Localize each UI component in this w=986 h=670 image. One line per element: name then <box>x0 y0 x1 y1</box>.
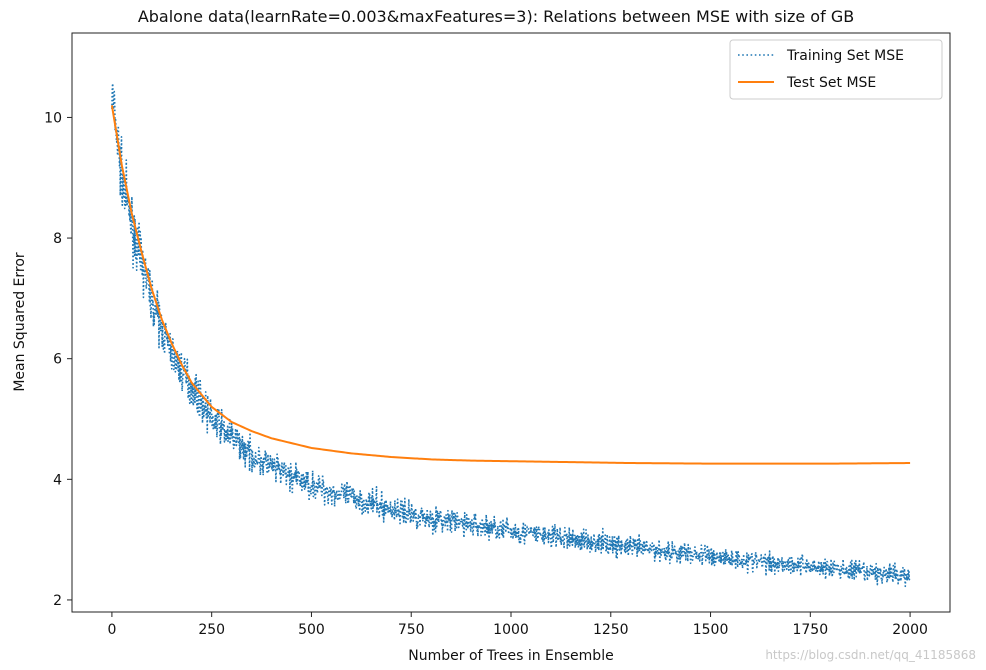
plot-frame <box>71 32 951 613</box>
x-axis-ticks: 0 250 500 750 1000 1250 1500 1750 2000 <box>107 612 928 638</box>
y-axis-label: Mean Squared Error <box>12 252 28 392</box>
legend-label-test: Test Set MSE <box>786 75 876 91</box>
x-axis-label: Number of Trees in Ensemble <box>408 648 613 664</box>
legend: Training Set MSE Test Set MSE <box>729 39 943 100</box>
y-tick-label: 8 <box>53 231 62 247</box>
legend-label-training: Training Set MSE <box>786 48 904 64</box>
y-axis-ticks: 2 4 6 8 10 <box>44 110 72 609</box>
watermark: https://blog.csdn.net/qq_41185868 <box>765 648 976 662</box>
y-tick-label: 4 <box>53 472 62 488</box>
x-tick-label: 1750 <box>792 622 828 638</box>
legend-box <box>729 39 943 100</box>
x-tick-label: 750 <box>398 622 425 638</box>
x-tick-label: 500 <box>298 622 325 638</box>
x-tick-label: 1000 <box>493 622 529 638</box>
x-tick-label: 0 <box>107 622 116 638</box>
y-tick-label: 6 <box>53 352 62 368</box>
y-tick-label: 2 <box>53 593 62 609</box>
x-tick-label: 1250 <box>593 622 629 638</box>
series-layer <box>110 82 911 588</box>
x-tick-label: 1500 <box>693 622 729 638</box>
series-line-training <box>111 82 911 588</box>
y-tick-label: 10 <box>44 110 62 126</box>
x-tick-label: 250 <box>198 622 225 638</box>
chart-title: Abalone data(learnRate=0.003&maxFeatures… <box>138 7 854 26</box>
series-line-test <box>110 105 911 465</box>
x-tick-label: 2000 <box>892 622 928 638</box>
